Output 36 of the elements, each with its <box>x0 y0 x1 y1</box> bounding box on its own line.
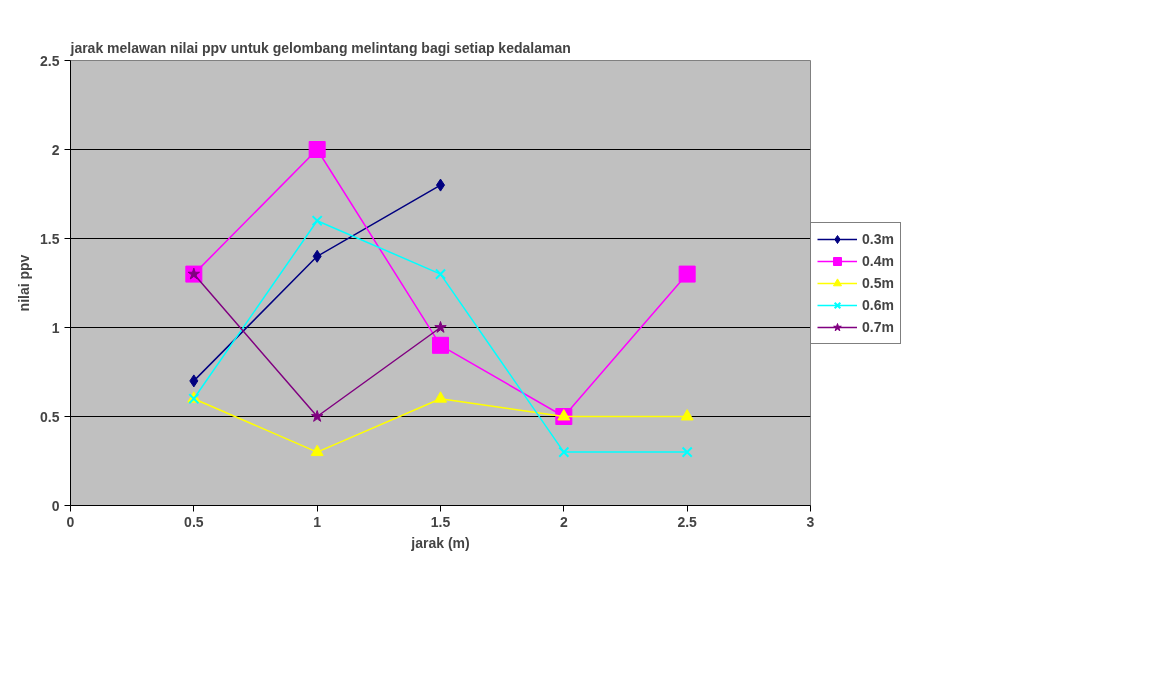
x-tick-label: 1 <box>313 513 322 530</box>
point <box>434 321 447 333</box>
point <box>310 444 324 457</box>
point <box>308 141 326 158</box>
y-tick-label: 1 <box>51 319 60 336</box>
legend-label: 0.3m <box>862 230 894 247</box>
x-tick-label: 0 <box>66 513 75 530</box>
legend-label: 0.5m <box>862 274 894 291</box>
point <box>312 249 322 263</box>
point <box>558 446 570 458</box>
y-tick-label: 0 <box>51 497 60 514</box>
x-tick-label: 3 <box>806 513 815 530</box>
x-tick-label: 0.5 <box>184 513 204 530</box>
point <box>189 374 199 388</box>
point <box>680 409 694 421</box>
legend-label: 0.4m <box>862 252 894 269</box>
point <box>434 268 447 280</box>
x-axis-title: jarak (m) <box>410 534 470 551</box>
y-tick-label: 2.5 <box>40 52 60 69</box>
point <box>432 336 449 354</box>
y-tick-label: 0.5 <box>40 408 60 425</box>
point <box>678 265 696 283</box>
point <box>311 215 323 227</box>
point <box>434 391 447 403</box>
chart-title: jarak melawan nilai ppv untuk gelombang melintang bagi setiap kedalaman <box>69 39 571 56</box>
legend-label: 0.7m <box>862 318 894 335</box>
y-axis-title: nilai ppv <box>16 254 33 312</box>
x-tick-label: 2.5 <box>677 513 698 530</box>
legend-label: 0.6m <box>862 296 894 313</box>
y-tick-label: 1.5 <box>40 230 60 247</box>
point <box>557 409 571 421</box>
x-tick-label: 1.5 <box>430 513 451 530</box>
x-tick-label: 2 <box>559 513 568 530</box>
point <box>681 446 693 458</box>
point <box>310 410 324 422</box>
y-tick-label: 2 <box>51 141 60 158</box>
